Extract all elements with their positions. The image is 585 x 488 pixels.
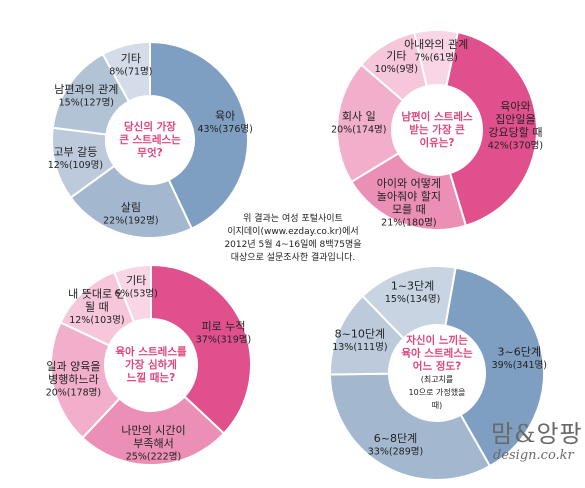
slice-value: 7%(61명) (415, 53, 458, 64)
slice-label: 8~10단계 (335, 327, 385, 340)
survey-note: 위 결과는 여성 포털사이트 이지데이(www.ezday.co.kr)에서 2… (208, 213, 378, 265)
slice-value: 13%(111명) (332, 342, 387, 353)
slice-1 (445, 30, 538, 227)
slice-value: 15%(134명) (385, 294, 440, 305)
slice-value: 20%(174명) (331, 124, 386, 135)
slice-3 (50, 321, 121, 440)
slice-label: 기타 (121, 52, 141, 65)
chart-title: 무엇? (137, 146, 162, 159)
slice-label: 나만의 시간이 (121, 424, 185, 437)
slice-value: 12%(103명) (69, 315, 124, 326)
slice-label: 6~8단계 (374, 432, 417, 445)
slice-value: 22%(192명) (103, 216, 158, 227)
slice-label: 육아 (215, 110, 235, 123)
slice-1 (444, 266, 545, 468)
slice-value: 15%(127명) (59, 98, 114, 109)
chart-title: 육아 스트레스는 (401, 347, 473, 360)
slice-value: 12%(109명) (48, 160, 103, 171)
slice-label: 기타 (386, 49, 406, 62)
chart-title: 자신이 느끼는 (406, 334, 468, 347)
slice-value: 42%(370명) (488, 141, 543, 152)
chart-title: 당신의 가장 (124, 120, 176, 133)
slice-label: 아이와 어떻게 (377, 177, 441, 190)
slice-4 (361, 265, 457, 340)
slice-label: 남편과의 관계 (54, 83, 118, 96)
slice-label: 강요당할 때 (488, 126, 542, 139)
slice-label: 피로 누적 (202, 320, 246, 333)
chart-subtitle: (최고치를 (421, 374, 454, 384)
chart-title: 어느 정도? (413, 360, 461, 373)
slice-value: 43%(376명) (197, 124, 252, 135)
donut-center (390, 326, 484, 420)
donut-center (393, 86, 481, 174)
slice-2 (81, 395, 226, 466)
chart-subtitle: 때) (432, 400, 442, 410)
donut-center (107, 97, 193, 183)
slice-1 (149, 40, 249, 231)
donut-center (106, 320, 196, 410)
slice-label: 아내와의 관계 (404, 38, 468, 51)
slice-3 (336, 63, 405, 184)
slice-label: 부족해서 (133, 436, 173, 450)
slice-value: 39%(341명) (492, 360, 547, 371)
brand-logo: 맘&앙팡 design.co.kr (481, 414, 585, 488)
note-line: 2012년 5월 4~16일에 8백75명을 (224, 240, 362, 250)
chart-title: 이유는? (419, 136, 454, 149)
slice-5 (112, 263, 152, 324)
chart-title: 받는 가장 큰 (409, 123, 465, 136)
slice-value: 10%(9명) (375, 64, 418, 75)
slice-value: 21%(180명) (381, 217, 436, 228)
slice-label: 집안일을 (495, 112, 535, 126)
slice-label: 육아와 (500, 100, 530, 113)
slice-label: 고부 갈등 (53, 145, 97, 159)
slice-label: 내 뜻대로 안 (68, 287, 126, 300)
note-line: 위 결과는 여성 포털사이트 (243, 214, 343, 224)
slice-label: 병행하느라 (48, 372, 99, 386)
slice-label: 모를 때 (392, 203, 426, 216)
slice-5 (412, 29, 459, 88)
slice-2 (69, 164, 194, 239)
slice-2 (350, 151, 468, 231)
logo-url: design.co.kr (493, 448, 574, 463)
slice-value: 25%(222명) (126, 451, 181, 462)
slice-label: 1~3단계 (391, 280, 434, 293)
slice-2 (328, 372, 492, 481)
slice-label: 기타 (126, 274, 146, 287)
slice-value: 6%(53명) (115, 288, 158, 299)
slice-label: 놀아줘야 할지 (377, 190, 441, 203)
chart-title: 남편이 스트레스 (401, 110, 473, 123)
chart-title: 가장 심하게 (125, 358, 177, 371)
slice-value: 8%(71명) (109, 66, 152, 77)
slice-label: 일과 양육을 (46, 359, 100, 373)
chart-title: 육아 스트레스를 (115, 345, 187, 358)
logo-brand: 맘&앙팡 (491, 420, 583, 448)
chart-subtitle: 10으로 가정했을 (409, 387, 466, 397)
slice-label: 될 때 (85, 299, 109, 313)
slice-label: 3~6단계 (498, 345, 541, 358)
slice-label: 살림 (121, 201, 141, 214)
slice-1 (150, 263, 252, 435)
slice-value: 37%(319명) (196, 335, 251, 346)
slice-5 (101, 40, 151, 103)
note-line: 대상으로 설문조사한 결과입니다. (230, 253, 356, 263)
note-line: 이지데이(www.ezday.co.kr)에서 (227, 227, 359, 237)
chart-title: 큰 스트레스는 (119, 133, 181, 146)
slice-value: 20%(178명) (46, 387, 101, 398)
chart-title: 느낄 때는? (127, 371, 175, 384)
slice-label: 회사 일 (342, 109, 376, 123)
slice-value: 33%(289명) (368, 446, 423, 457)
